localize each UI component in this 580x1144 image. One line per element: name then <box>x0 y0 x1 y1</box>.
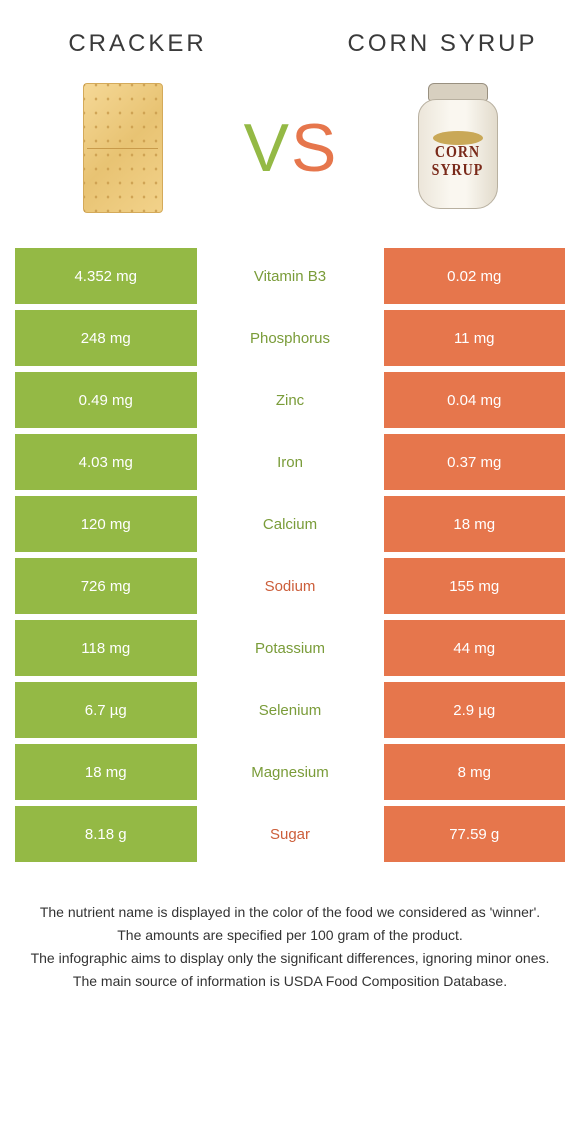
footer-line: The amounts are specified per 100 gram o… <box>25 925 555 946</box>
image-left <box>15 83 230 213</box>
vs-label: V S <box>230 114 350 182</box>
title-right: CORN SYRUP <box>320 30 565 58</box>
vs-letter-s: S <box>291 114 336 182</box>
footer-line: The main source of information is USDA F… <box>25 971 555 992</box>
nutrient-row: 4.03 mgIron0.37 mg <box>15 434 565 490</box>
nutrient-label: Phosphorus <box>197 310 384 366</box>
footer-text: The nutrient name is displayed in the co… <box>15 902 565 992</box>
nutrient-row: 248 mgPhosphorus11 mg <box>15 310 565 366</box>
nutrient-row: 8.18 gSugar77.59 g <box>15 806 565 862</box>
value-left: 6.7 µg <box>15 682 197 738</box>
nutrient-label: Sodium <box>197 558 384 614</box>
nutrient-row: 6.7 µgSelenium2.9 µg <box>15 682 565 738</box>
value-left: 118 mg <box>15 620 197 676</box>
value-left: 4.03 mg <box>15 434 197 490</box>
nutrient-label: Calcium <box>197 496 384 552</box>
image-right: CORNSYRUP <box>350 83 565 213</box>
nutrient-row: 726 mgSodium155 mg <box>15 558 565 614</box>
value-right: 18 mg <box>384 496 566 552</box>
nutrient-label: Selenium <box>197 682 384 738</box>
vs-letter-v: V <box>244 114 289 182</box>
nutrient-row: 118 mgPotassium44 mg <box>15 620 565 676</box>
infographic-container: CRACKER CORN SYRUP V S CORNSYRUP 4.352 m… <box>0 0 580 1014</box>
value-left: 726 mg <box>15 558 197 614</box>
nutrient-table: 4.352 mgVitamin B30.02 mg 248 mgPhosphoru… <box>15 248 565 862</box>
value-right: 77.59 g <box>384 806 566 862</box>
value-left: 4.352 mg <box>15 248 197 304</box>
nutrient-row: 4.352 mgVitamin B30.02 mg <box>15 248 565 304</box>
header-row: CRACKER CORN SYRUP <box>15 30 565 58</box>
value-left: 18 mg <box>15 744 197 800</box>
value-right: 2.9 µg <box>384 682 566 738</box>
value-right: 0.04 mg <box>384 372 566 428</box>
nutrient-label: Iron <box>197 434 384 490</box>
title-left: CRACKER <box>15 30 260 58</box>
nutrient-label: Sugar <box>197 806 384 862</box>
value-right: 0.37 mg <box>384 434 566 490</box>
jar-icon: CORNSYRUP <box>415 83 500 213</box>
value-left: 120 mg <box>15 496 197 552</box>
cracker-icon <box>83 83 163 213</box>
nutrient-row: 120 mgCalcium18 mg <box>15 496 565 552</box>
image-row: V S CORNSYRUP <box>15 73 565 223</box>
nutrient-label: Magnesium <box>197 744 384 800</box>
value-right: 11 mg <box>384 310 566 366</box>
value-left: 248 mg <box>15 310 197 366</box>
nutrient-label: Zinc <box>197 372 384 428</box>
value-right: 0.02 mg <box>384 248 566 304</box>
value-right: 8 mg <box>384 744 566 800</box>
value-left: 8.18 g <box>15 806 197 862</box>
nutrient-label: Potassium <box>197 620 384 676</box>
nutrient-row: 0.49 mgZinc0.04 mg <box>15 372 565 428</box>
nutrient-row: 18 mgMagnesium8 mg <box>15 744 565 800</box>
footer-line: The nutrient name is displayed in the co… <box>25 902 555 923</box>
value-right: 155 mg <box>384 558 566 614</box>
nutrient-label: Vitamin B3 <box>197 248 384 304</box>
footer-line: The infographic aims to display only the… <box>25 948 555 969</box>
value-right: 44 mg <box>384 620 566 676</box>
value-left: 0.49 mg <box>15 372 197 428</box>
